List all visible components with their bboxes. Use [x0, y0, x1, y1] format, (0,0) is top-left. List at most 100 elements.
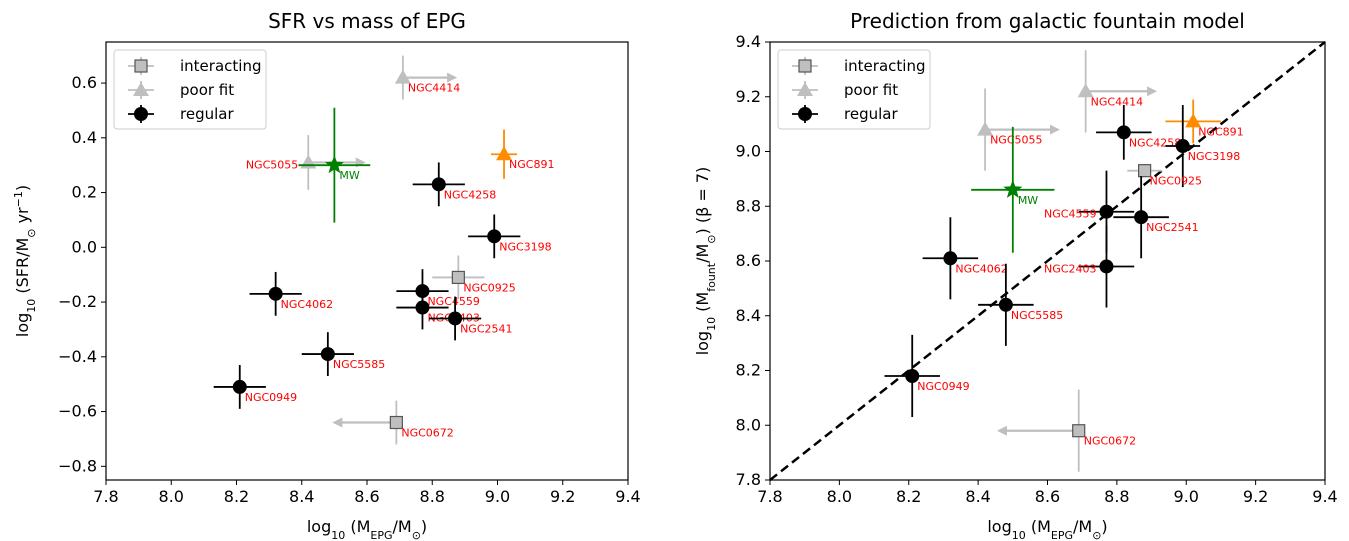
x-tick-label: 9.0	[1174, 487, 1199, 506]
y-tick-label: 8.8	[736, 196, 761, 215]
y-tick-label: 8.4	[736, 306, 761, 325]
legend-box	[777, 49, 931, 130]
point-label: NGC2541	[1146, 221, 1198, 234]
point-label: NGC4258	[444, 188, 496, 201]
square-marker	[1072, 424, 1086, 438]
square-marker	[389, 415, 403, 430]
triangle-marker	[1077, 83, 1094, 98]
circle-marker	[448, 311, 463, 326]
data-point-ngc3198: NGC3198	[1165, 104, 1240, 188]
legend-label: interacting	[844, 57, 925, 75]
data-point-ngc3198: NGC3198	[468, 214, 552, 259]
circle-marker	[415, 300, 430, 315]
data-point-ngc4258: NGC4258	[1096, 104, 1181, 160]
data-point-ngc2541: NGC2541	[428, 296, 513, 341]
data-point-ngc0925: NGC0925	[1127, 164, 1202, 188]
circle-marker	[1099, 259, 1114, 274]
legend-circle-marker	[134, 107, 148, 121]
x-tick-label: 8.2	[224, 487, 249, 506]
square-marker	[451, 270, 465, 285]
x-tick-label: 8.0	[827, 487, 852, 506]
data-point-ngc5585: NGC5585	[978, 263, 1063, 346]
y-tick-label: −0.2	[58, 292, 97, 311]
y-tick-label: 8.0	[736, 415, 761, 434]
data-point-ngc891: NGC891	[490, 129, 554, 179]
x-tick-label: 8.4	[289, 487, 314, 506]
data-point-ngc2541: NGC2541	[1113, 176, 1199, 259]
point-label: NGC4559	[427, 295, 479, 308]
x-tick-label: 7.8	[757, 487, 782, 506]
data-point-ngc4414: NGC4414	[394, 55, 460, 100]
circle-marker	[232, 379, 247, 394]
x-tick-label: 8.2	[896, 487, 921, 506]
point-label: NGC891	[509, 158, 554, 171]
circle-marker	[943, 251, 958, 266]
circle-marker	[1116, 125, 1131, 140]
y-tick-label: −0.6	[58, 402, 97, 421]
x-tick-label: 9.0	[485, 487, 510, 506]
x-tick-label: 9.4	[615, 487, 640, 506]
x-tick-label: 8.8	[420, 487, 445, 506]
point-label: NGC3198	[499, 240, 551, 253]
y-tick-label: 9.0	[736, 142, 761, 161]
point-label: NGC4414	[1091, 95, 1143, 108]
left-panel-sfr-vs-mass: SFR vs mass of EPG 7.8 8.0 8.2 8.4 8.6 8.8 9.0 9…	[12, 9, 641, 541]
legend-label: poor fit	[180, 81, 234, 99]
data-point-ngc0672: NGC0672	[996, 389, 1136, 472]
circle-marker	[998, 297, 1013, 312]
data-point-ngc4258: NGC4258	[412, 162, 496, 207]
x-tick-label: 9.2	[1243, 487, 1268, 506]
legend-entry-regular: regular	[128, 105, 234, 123]
circle-marker	[320, 347, 335, 362]
legend-entry-regular: regular	[792, 105, 898, 123]
x-tick-label: 8.8	[1104, 487, 1129, 506]
point-label: MW	[339, 169, 359, 182]
data-point-ngc0672: NGC0672	[332, 400, 454, 445]
point-label: NGC4414	[408, 82, 460, 95]
circle-marker	[1175, 139, 1190, 154]
legend-square-marker	[798, 59, 812, 73]
y-tick-label: 9.4	[736, 32, 761, 51]
triangle-marker	[1185, 113, 1202, 128]
legend-entry-poor-fit: poor fit	[792, 81, 898, 99]
circle-marker	[487, 229, 502, 244]
y-axis-label: log10 (Mfount/M⊙) (β = 7)	[693, 167, 718, 356]
x-tick-label: 9.2	[550, 487, 575, 506]
point-label: NGC4258	[1129, 136, 1181, 149]
x-axis-label: log10 (MEPG/M⊙)	[987, 517, 1107, 541]
point-label: NGC891	[1198, 125, 1243, 138]
legend-triangle-marker	[133, 82, 149, 96]
one-to-one-line	[769, 41, 1326, 481]
data-point-ngc891: NGC891	[1165, 99, 1244, 144]
x-axis-label: log10 (MEPG/M⊙)	[307, 517, 427, 541]
data-point-ngc4062: NGC4062	[249, 271, 333, 316]
data-point-ngc5585: NGC5585	[301, 332, 385, 376]
point-label: NGC2541	[460, 322, 512, 335]
legend-label: poor fit	[844, 81, 898, 99]
triangle-marker	[977, 121, 994, 136]
legend-entry-poor-fit: poor fit	[128, 81, 234, 99]
data-point-ngc2403: NGC2403	[1044, 225, 1135, 308]
y-tick-label: 8.2	[736, 361, 761, 380]
data-point-ngc0925: NGC0925	[432, 255, 516, 300]
data-point-ngc4414: NGC4414	[1077, 50, 1158, 133]
y-tick-label: 0.2	[72, 183, 97, 202]
circle-marker	[1099, 204, 1114, 219]
y-tick-label: 0.0	[72, 237, 97, 256]
y-axis-label: log10 (SFR/M⊙ yr−1)	[12, 185, 38, 337]
y-tick-label: −0.4	[58, 347, 97, 366]
data-point-mw: MW	[298, 107, 371, 223]
y-tick-label: 7.8	[736, 470, 761, 489]
square-marker	[1138, 164, 1152, 178]
point-label: NGC5585	[333, 358, 385, 371]
y-tick-label: 8.6	[736, 251, 761, 270]
data-point-ngc5055: NGC5055	[977, 88, 1060, 171]
point-label: NGC4062	[281, 298, 333, 311]
x-tick-label: 8.6	[354, 487, 379, 506]
legend-triangle-marker	[797, 82, 813, 96]
x-tick-label: 9.4	[1312, 487, 1337, 506]
chart-title: Prediction from galactic fountain model	[850, 9, 1245, 33]
point-label: NGC0672	[401, 427, 453, 440]
data-point-ngc0949: NGC0949	[213, 365, 297, 409]
